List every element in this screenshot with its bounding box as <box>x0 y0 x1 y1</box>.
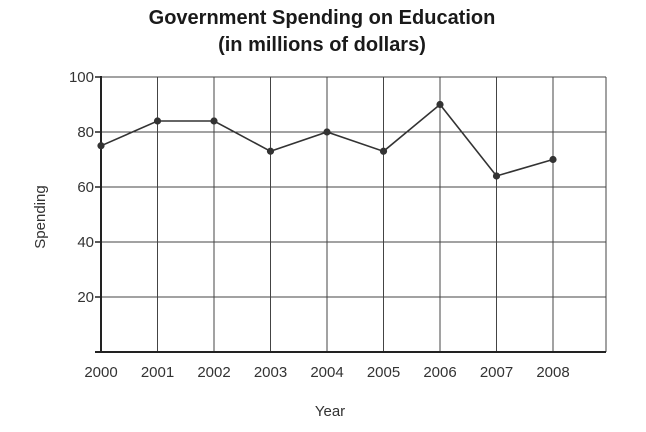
x-tick-label: 2008 <box>536 364 569 381</box>
series <box>97 100 557 180</box>
y-tick-label: 60 <box>77 179 94 196</box>
x-tick-label: 2005 <box>367 364 400 381</box>
x-tick-label: 2001 <box>141 364 174 381</box>
y-tick-labels: 20 40 60 80 100 <box>69 69 94 306</box>
grid <box>101 76 606 352</box>
data-point <box>97 142 105 150</box>
y-tick-label: 100 <box>69 69 94 86</box>
x-tick-label: 2002 <box>197 364 230 381</box>
y-tick-label: 20 <box>77 289 94 306</box>
data-point <box>492 172 501 180</box>
data-point <box>549 155 557 164</box>
data-point <box>266 147 275 155</box>
data-point <box>379 147 388 155</box>
chart-title: Government Spending on Education <box>149 7 496 29</box>
x-axis-title: Year <box>315 403 345 420</box>
data-point <box>323 128 331 136</box>
x-tick-label: 2006 <box>423 364 456 381</box>
x-tick-label: 2007 <box>480 364 513 381</box>
y-axis-title: Spending <box>32 185 49 248</box>
data-point <box>436 100 444 109</box>
y-tick-label: 80 <box>77 124 94 141</box>
x-tick-label: 2000 <box>84 364 117 381</box>
axes <box>95 76 607 353</box>
data-point <box>153 117 162 125</box>
chart-subtitle: (in millions of dollars) <box>218 34 426 56</box>
x-tick-label: 2003 <box>254 364 287 381</box>
data-point <box>210 117 218 125</box>
x-tick-label: 2004 <box>310 364 343 381</box>
x-tick-labels: 2000 2001 2002 2003 2004 2005 2006 2007 2008 <box>84 364 569 381</box>
y-tick-label: 40 <box>77 234 94 251</box>
